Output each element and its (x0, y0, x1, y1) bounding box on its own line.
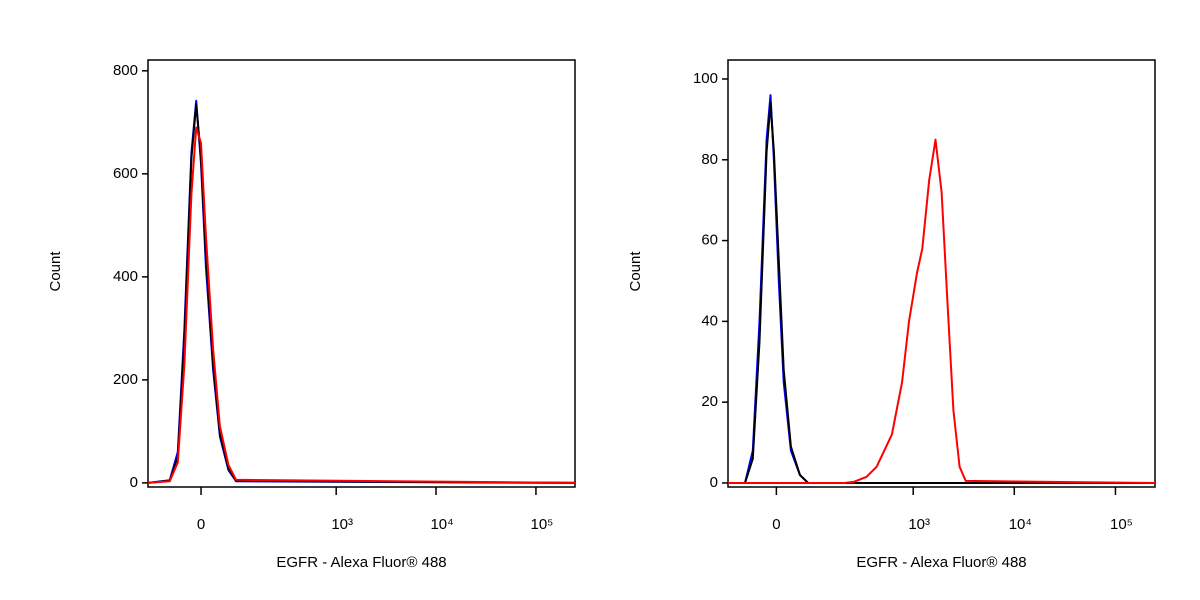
histogram-line (147, 126, 576, 484)
histogram-line (147, 99, 576, 484)
y-tick-label: 600 (113, 165, 138, 182)
y-tick-label: 20 (701, 393, 718, 410)
y-tick-label: 0 (710, 474, 718, 491)
x-tick-label: 0 (197, 516, 205, 533)
y-axis-label: Count (47, 251, 64, 292)
x-tick-label: 10⁴ (1009, 516, 1032, 533)
y-tick-label: 0 (130, 474, 138, 491)
histogram-line (147, 103, 576, 484)
y-tick-label: 100 (693, 70, 718, 87)
histogram-line (728, 102, 1155, 484)
x-axis-label: EGFR - Alexa Fluor® 488 (276, 554, 446, 571)
plot-frame (147, 59, 576, 488)
x-tick-label: 10³ (331, 516, 353, 533)
y-tick-label: 800 (113, 62, 138, 79)
histogram-line (728, 94, 1155, 484)
y-tick-label: 200 (113, 371, 138, 388)
x-axis-label: EGFR - Alexa Fluor® 488 (856, 554, 1026, 571)
histogram-line (728, 138, 1156, 484)
x-tick-label: 10⁴ (430, 516, 453, 533)
y-tick-label: 400 (113, 268, 138, 285)
plot-frame (727, 59, 1156, 488)
y-axis-label: Count (627, 251, 644, 292)
y-tick-label: 80 (701, 151, 718, 168)
x-tick-label: 10³ (908, 516, 930, 533)
x-tick-label: 10⁵ (530, 516, 553, 533)
y-tick-label: 60 (701, 232, 718, 249)
y-tick-label: 40 (701, 312, 718, 329)
x-tick-label: 10⁵ (1110, 516, 1133, 533)
x-tick-label: 0 (772, 516, 780, 533)
